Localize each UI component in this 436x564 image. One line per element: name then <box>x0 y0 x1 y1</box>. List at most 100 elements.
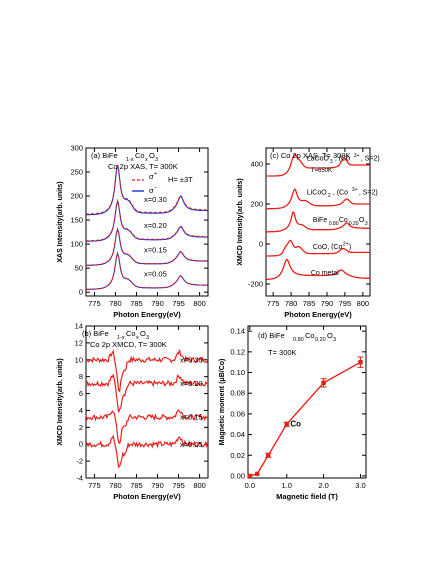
ref-label-sub: 2 <box>328 193 331 199</box>
panel-d-ytick-label: 0.00 <box>230 471 245 480</box>
panel-d-title-sub: 0.80 <box>293 337 304 343</box>
panel-a-ytick-label: 0 <box>79 288 83 297</box>
panel-a-xtick-label: 800 <box>193 299 206 308</box>
xmcd-series-label: x=0.05 <box>180 440 203 449</box>
moment-point <box>247 473 253 479</box>
panel-d-xlabel: Magnetic field (T) <box>276 492 338 501</box>
xmcd-curve-3 <box>85 434 209 469</box>
xas-series-label: x=0.15 <box>144 245 167 254</box>
panel-c-xtick-label: 800 <box>357 299 370 308</box>
panel-a-title-o: O <box>149 151 155 160</box>
panel-d-title-sub2: 0.20 <box>315 337 326 343</box>
xas-sigma-plus-2 <box>86 227 208 266</box>
ref-label-co: , (Co <box>333 190 348 197</box>
panel-a-title-sub2: x <box>145 157 148 163</box>
panel-a-ytick-label: 100 <box>70 240 83 249</box>
ref-label-sub: 3 <box>365 221 368 227</box>
moment-point <box>284 422 289 427</box>
ref-label-co: Co <box>339 217 348 224</box>
panel-d-title-sub3: 3 <box>333 337 336 343</box>
ref-label-temperature: T=650K <box>311 168 332 174</box>
panel-c-xtick-label: 795 <box>339 299 352 308</box>
ref-label-sub: 0.20 <box>349 221 359 227</box>
moment-point <box>266 453 271 458</box>
xmcd-curve-2 <box>85 409 209 445</box>
panel-c-xtick-label: 785 <box>303 299 316 308</box>
panel-d-title-co: Co <box>305 331 315 340</box>
panel-d-ylabel: Magnetic moment (μB/Co) <box>219 359 226 446</box>
panel-d-ytick-label: 0.04 <box>230 430 245 439</box>
moment-point <box>358 359 363 365</box>
ref-label-lacoo3: LaCoO <box>307 155 330 162</box>
ref-label-paren: ) <box>349 244 351 251</box>
panel-a-xtick-label: 780 <box>109 299 122 308</box>
panel-a-ytick-label: 250 <box>70 168 83 177</box>
panel-a-title: (a) BiFe <box>91 151 118 160</box>
ref-label-sup: 3+ <box>354 153 360 159</box>
panel-b-ytick-label: 14 <box>75 322 83 331</box>
xas-series-label: x=0.20 <box>144 221 167 230</box>
ref-label-bifeco: BiFe <box>313 217 328 224</box>
legend-sigma-minus-sup: − <box>154 185 157 191</box>
panel-c-frame <box>265 147 371 297</box>
xmcd-series-label: x=0.20 <box>180 379 203 388</box>
panel-b-ytick-label: 0 <box>79 440 83 449</box>
xmcd-curve-1 <box>86 373 209 413</box>
panel-d-ytick-label: 0.08 <box>230 389 245 398</box>
panel-a-xlabel: Photon Energy(eV) <box>113 310 181 319</box>
panel-d-ytick-label: 0.06 <box>230 409 245 418</box>
moment-point <box>255 471 260 477</box>
panel-a-title-sub3: 3 <box>155 157 158 163</box>
panel-b-title-o: O <box>140 329 146 338</box>
legend-sigma-plus-label: σ <box>149 172 154 181</box>
ref-label-sup: 3+ <box>352 187 358 193</box>
xas-series-label: x=0.30 <box>144 195 167 204</box>
panel-b-xtick-label: 795 <box>172 481 185 490</box>
panel-b-ytick-label: 10 <box>75 355 83 364</box>
ref-label-co: , (Co <box>335 155 350 162</box>
panel-c-xtick-label: 775 <box>267 299 280 308</box>
panel-b-ytick-label: 8 <box>79 372 83 381</box>
panel-b-title-sub: 1-x <box>117 335 125 341</box>
panel-c-xtick-label: 780 <box>285 299 298 308</box>
ref-xas-4 <box>265 258 370 281</box>
panel-c-title: (c) Co 2p XAS, T= 300K <box>270 151 351 160</box>
ref-xas-0 <box>266 154 370 177</box>
panel-b-xlabel: Photon Energy(eV) <box>113 492 181 501</box>
ref-label-sub: 0.80 <box>329 221 339 227</box>
panel-c-ytick-label: 0 <box>259 240 263 249</box>
panel-c-ytick-label: -200 <box>248 280 263 289</box>
panel-d-ytick-label: 0.12 <box>230 347 245 356</box>
panel-d-subtitle: T= 300K <box>268 348 297 357</box>
ref-label-sup: 2+ <box>343 242 349 248</box>
ref-label-spin: , S=2) <box>359 190 378 197</box>
panel-b-xtick-label: 785 <box>130 481 143 490</box>
ref-label-licoo2: LiCoO <box>307 190 327 197</box>
xmcd-series-label: x=0.15 <box>180 413 203 422</box>
panel-c-ytick-label: 400 <box>250 160 263 169</box>
panel-d-title: (d) BiFe <box>258 331 285 340</box>
panel-d-xtick-label: 2.0 <box>318 481 328 490</box>
ref-xas-1 <box>266 188 370 210</box>
panel-c-xlabel: Photon Energy(eV) <box>284 310 352 319</box>
ref-xas-3 <box>266 239 370 257</box>
panel-d-annotation: Co <box>290 419 301 428</box>
ref-xas-2 <box>266 211 370 233</box>
xas-sigma-plus-3 <box>85 251 208 290</box>
xas-sigma-plus-0 <box>86 163 208 215</box>
panel-b-xtick-label: 780 <box>109 481 122 490</box>
panel-d-ytick-label: 0.02 <box>230 451 245 460</box>
panel-a-ytick-label: 150 <box>70 216 83 225</box>
panel-b-ytick-label: 2 <box>79 423 83 432</box>
xmcd-curve-0 <box>85 349 209 394</box>
panel-b-ytick-label: -2 <box>76 457 83 466</box>
panel-a-xtick-label: 790 <box>151 299 164 308</box>
panel-b-ytick-label: 12 <box>75 338 83 347</box>
panel-a-ylabel: XAS Intensity(arb. units) <box>57 181 64 262</box>
panel-d-xtick-label: 1.0 <box>282 481 292 490</box>
legend-sigma-plus-sup: + <box>154 171 157 177</box>
panel-a-frame <box>85 147 209 297</box>
legend-sigma-minus-label: σ <box>149 186 154 195</box>
legend-field-label: H= ±3T <box>168 175 193 184</box>
